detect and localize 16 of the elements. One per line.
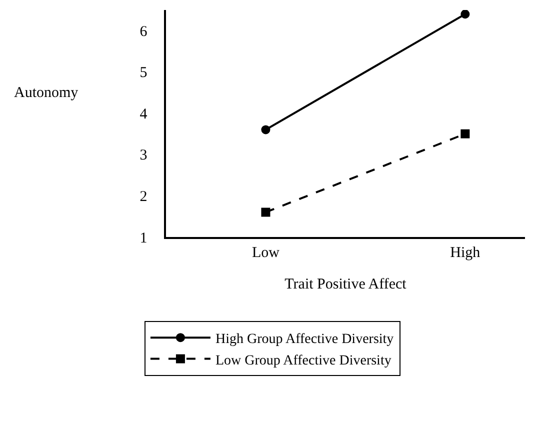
x-axis-title: Trait Positive Affect [284, 276, 408, 292]
point [261, 208, 270, 217]
legend-label: Low Group Affective Diversity [215, 353, 392, 368]
point [261, 125, 270, 134]
y-tick-label: 1 [140, 230, 148, 246]
y-tick-label: 2 [140, 188, 148, 205]
x-tick-label: High [450, 244, 481, 261]
point [460, 10, 470, 19]
y-tick-label: 3 [140, 148, 148, 164]
y-tick-label: 6 [140, 24, 148, 40]
legend-label: High Group Affective Diversity [215, 332, 394, 348]
y-axis-title: Autonomy [14, 85, 79, 101]
point [460, 129, 470, 138]
y-tick-label: 4 [140, 106, 148, 122]
y-tick-label: 5 [140, 65, 148, 82]
x-tick-label: Low [252, 244, 280, 261]
